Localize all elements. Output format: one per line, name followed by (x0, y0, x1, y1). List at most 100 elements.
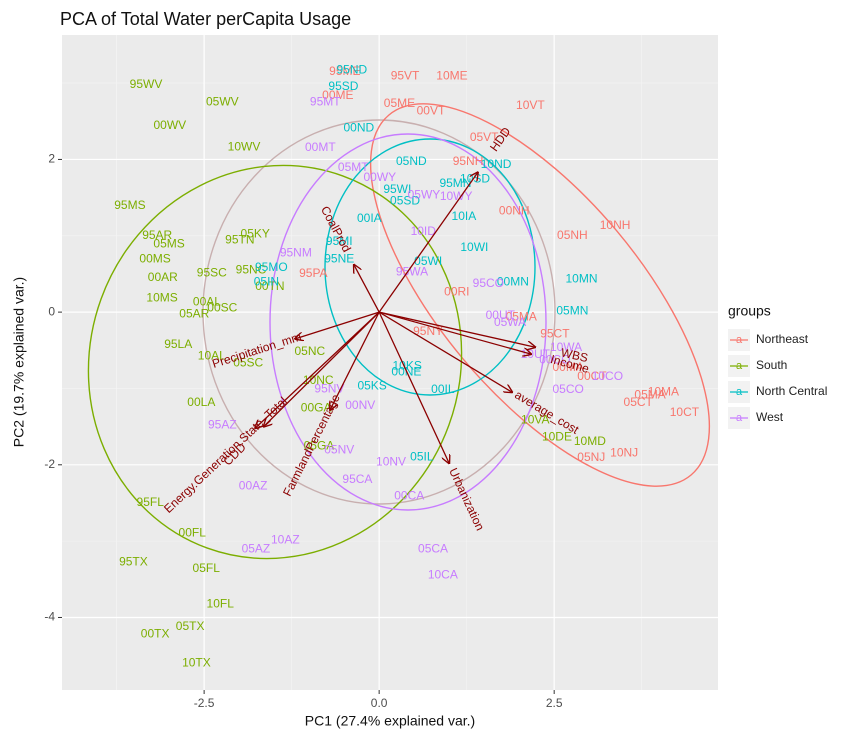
point-label: 95CO (473, 276, 504, 290)
point-label: 95AZ (208, 417, 237, 431)
legend-label: North Central (756, 384, 827, 398)
point-label: 00CT (577, 369, 607, 383)
loading-arrow (354, 265, 380, 313)
loading-arrow (379, 311, 535, 347)
point-label: 10WA (550, 340, 582, 354)
correlation-circle (202, 119, 556, 505)
point-label: 95LA (164, 337, 192, 351)
point-label: 95VT (391, 68, 420, 82)
x-tick-label: -2.5 (194, 696, 215, 710)
point-label: 10CA (428, 568, 458, 582)
legend-glyph: a (736, 386, 743, 398)
loading-arrow (378, 311, 512, 392)
point-label: 00MT (305, 140, 336, 154)
legend-glyph: a (736, 412, 743, 424)
axes: -2.5 0.0 2.5 -4 -2 0 2 (44, 152, 563, 711)
point-label: 05MT (338, 160, 369, 174)
point-label: 10VA (521, 413, 549, 427)
point-label: 95ME (329, 64, 360, 78)
point-label: 05AR (179, 307, 209, 321)
point-label: 95TX (119, 555, 148, 569)
loading-label: WBS (560, 345, 590, 365)
legend-glyph: a (736, 360, 743, 372)
point-label: 95PA (299, 266, 327, 280)
legend-glyph: a (736, 334, 743, 346)
chart-title: PCA of Total Water perCapita Usage (60, 9, 351, 29)
point-label: 10NJ (610, 446, 638, 460)
point-label: 05CA (418, 542, 448, 556)
point-label: 95CA (342, 472, 372, 486)
point-label: 00WV (153, 118, 186, 132)
point-label: 10FL (207, 597, 235, 611)
point-label: 05WA (494, 315, 526, 329)
point-label: 05CO (552, 382, 583, 396)
point-label: 10AL (198, 349, 226, 363)
point-label: 05WI (414, 254, 442, 268)
ellipse-north-central (324, 138, 536, 396)
point-label: 10MS (146, 291, 177, 305)
legend-label: West (756, 410, 784, 424)
point-label: 00IL (431, 382, 455, 396)
point-label: 00SC (207, 300, 237, 314)
point-label: 10MN (565, 271, 597, 285)
point-label: 95WA (396, 265, 428, 279)
point-label: 05MS (153, 236, 184, 250)
point-label: 00LA (187, 395, 215, 409)
point-label: 00MS (139, 252, 170, 266)
point-label: 00MN (497, 275, 529, 289)
point-label: 10NV (376, 455, 406, 469)
point-label: 00NV (345, 398, 375, 412)
point-label: 95MS (114, 198, 145, 212)
point-label: 10TX (182, 655, 211, 669)
loading-arrow (378, 311, 531, 354)
point-label: 10ME (436, 68, 467, 82)
point-label: 05WV (206, 94, 239, 108)
point-label: 95MI (326, 234, 353, 248)
point-label: 10ID (411, 224, 437, 238)
point-label: 00CA (394, 488, 424, 502)
point-label: 05AZ (242, 542, 271, 556)
point-label: 00NH (499, 204, 530, 218)
point-label: 10MD (574, 434, 606, 448)
point-label: 10AZ (271, 533, 300, 547)
point-label: 00UT (486, 308, 516, 322)
point-label: 05ME (384, 96, 415, 110)
legend-title: groups (728, 303, 771, 319)
point-label: 95ND (337, 62, 368, 76)
point-label: 05NV (324, 442, 354, 456)
point-label: 10WV (228, 139, 261, 153)
point-label: 10IA (452, 209, 477, 223)
y-tick-label: -2 (44, 457, 55, 471)
point-label: 05IL (410, 449, 434, 463)
point-label: 10WI (460, 240, 488, 254)
point-label: 05KS (357, 378, 386, 392)
point-label: 05KY (241, 226, 270, 240)
panel (62, 35, 718, 690)
grid (62, 35, 718, 690)
point-label: 00AL (193, 294, 221, 308)
point-label: 10ND (481, 157, 512, 171)
point-label: 05NH (557, 228, 588, 242)
ellipse-south (87, 164, 463, 560)
point-label: 05MA (506, 310, 537, 324)
point-label: 05FL (193, 561, 221, 575)
point-label: 00TX (141, 626, 170, 640)
point-label: 10WY (440, 189, 473, 203)
point-label: 10KS (392, 358, 421, 372)
point-label: 00WY (364, 170, 397, 184)
point-label: 95NC (236, 262, 267, 276)
loading-arrow (295, 311, 380, 339)
y-tick-label: 0 (48, 304, 55, 318)
point-label: 10NH (600, 218, 631, 232)
loading-arrow (330, 311, 380, 410)
point-label: 95MT (310, 94, 341, 108)
point-label: 95SC (197, 265, 227, 279)
point-label: 05WY (408, 187, 441, 201)
x-axis-label: PC1 (27.4% explained var.) (305, 713, 475, 729)
point-label: 95NM (280, 246, 312, 260)
point-label: 95SD (328, 79, 358, 93)
point-label: 10VT (516, 98, 545, 112)
point-label: 00AZ (239, 478, 268, 492)
legend: groups a Northeast a South a North Central a We… (728, 303, 827, 429)
